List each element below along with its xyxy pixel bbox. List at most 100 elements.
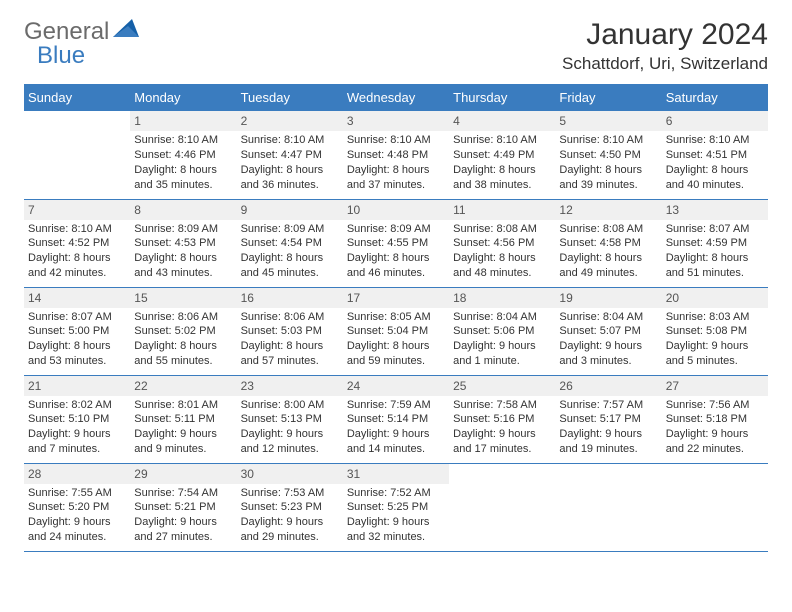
daylight-line: Daylight: 9 hours and 9 minutes. xyxy=(134,427,232,457)
daylight-line: Daylight: 8 hours and 37 minutes. xyxy=(347,163,445,193)
day-number: 16 xyxy=(237,288,343,308)
sunset-line: Sunset: 4:59 PM xyxy=(666,236,764,251)
daylight-line: Daylight: 9 hours and 5 minutes. xyxy=(666,339,764,369)
day-body: Sunrise: 8:06 AMSunset: 5:03 PMDaylight:… xyxy=(237,308,343,373)
sunset-line: Sunset: 4:55 PM xyxy=(347,236,445,251)
day-cell: 17Sunrise: 8:05 AMSunset: 5:04 PMDayligh… xyxy=(343,287,449,375)
day-body: Sunrise: 8:04 AMSunset: 5:06 PMDaylight:… xyxy=(449,308,555,373)
day-body: Sunrise: 7:59 AMSunset: 5:14 PMDaylight:… xyxy=(343,396,449,461)
weekday-header: Monday xyxy=(130,84,236,111)
day-body: Sunrise: 8:08 AMSunset: 4:56 PMDaylight:… xyxy=(449,220,555,285)
day-number: 30 xyxy=(237,464,343,484)
sunrise-line: Sunrise: 7:52 AM xyxy=(347,486,445,501)
day-body: Sunrise: 7:54 AMSunset: 5:21 PMDaylight:… xyxy=(130,484,236,549)
daylight-line: Daylight: 9 hours and 24 minutes. xyxy=(28,515,126,545)
day-cell: 11Sunrise: 8:08 AMSunset: 4:56 PMDayligh… xyxy=(449,199,555,287)
weekday-header: Saturday xyxy=(662,84,768,111)
daylight-line: Daylight: 9 hours and 19 minutes. xyxy=(559,427,657,457)
sunset-line: Sunset: 5:06 PM xyxy=(453,324,551,339)
day-number: 29 xyxy=(130,464,236,484)
sunrise-line: Sunrise: 8:10 AM xyxy=(666,133,764,148)
sunset-line: Sunset: 4:51 PM xyxy=(666,148,764,163)
day-cell: 20Sunrise: 8:03 AMSunset: 5:08 PMDayligh… xyxy=(662,287,768,375)
day-body: Sunrise: 8:10 AMSunset: 4:46 PMDaylight:… xyxy=(130,131,236,196)
sunrise-line: Sunrise: 8:10 AM xyxy=(134,133,232,148)
day-cell: 22Sunrise: 8:01 AMSunset: 5:11 PMDayligh… xyxy=(130,375,236,463)
weekday-header: Wednesday xyxy=(343,84,449,111)
daylight-line: Daylight: 8 hours and 40 minutes. xyxy=(666,163,764,193)
sunrise-line: Sunrise: 7:58 AM xyxy=(453,398,551,413)
sunrise-line: Sunrise: 7:56 AM xyxy=(666,398,764,413)
day-body: Sunrise: 7:53 AMSunset: 5:23 PMDaylight:… xyxy=(237,484,343,549)
calendar-week-row: .1Sunrise: 8:10 AMSunset: 4:46 PMDayligh… xyxy=(24,111,768,199)
sunrise-line: Sunrise: 8:06 AM xyxy=(241,310,339,325)
day-body: Sunrise: 8:10 AMSunset: 4:52 PMDaylight:… xyxy=(24,220,130,285)
day-number: 1 xyxy=(130,111,236,131)
day-cell: 16Sunrise: 8:06 AMSunset: 5:03 PMDayligh… xyxy=(237,287,343,375)
calendar-week-row: 28Sunrise: 7:55 AMSunset: 5:20 PMDayligh… xyxy=(24,463,768,551)
day-number: 15 xyxy=(130,288,236,308)
sunset-line: Sunset: 5:00 PM xyxy=(28,324,126,339)
daylight-line: Daylight: 9 hours and 14 minutes. xyxy=(347,427,445,457)
sunrise-line: Sunrise: 8:09 AM xyxy=(241,222,339,237)
daylight-line: Daylight: 9 hours and 29 minutes. xyxy=(241,515,339,545)
calendar-table: SundayMondayTuesdayWednesdayThursdayFrid… xyxy=(24,84,768,552)
daylight-line: Daylight: 9 hours and 3 minutes. xyxy=(559,339,657,369)
day-number: 27 xyxy=(662,376,768,396)
daylight-line: Daylight: 8 hours and 53 minutes. xyxy=(28,339,126,369)
sunset-line: Sunset: 4:54 PM xyxy=(241,236,339,251)
empty-cell: . xyxy=(662,463,768,551)
day-body: Sunrise: 7:57 AMSunset: 5:17 PMDaylight:… xyxy=(555,396,661,461)
day-body: Sunrise: 7:56 AMSunset: 5:18 PMDaylight:… xyxy=(662,396,768,461)
day-number: 22 xyxy=(130,376,236,396)
day-number: 21 xyxy=(24,376,130,396)
day-body: Sunrise: 8:00 AMSunset: 5:13 PMDaylight:… xyxy=(237,396,343,461)
calendar-body: .1Sunrise: 8:10 AMSunset: 4:46 PMDayligh… xyxy=(24,111,768,551)
sunset-line: Sunset: 5:02 PM xyxy=(134,324,232,339)
daylight-line: Daylight: 8 hours and 59 minutes. xyxy=(347,339,445,369)
day-cell: 19Sunrise: 8:04 AMSunset: 5:07 PMDayligh… xyxy=(555,287,661,375)
weekday-header: Sunday xyxy=(24,84,130,111)
daylight-line: Daylight: 8 hours and 51 minutes. xyxy=(666,251,764,281)
empty-cell: . xyxy=(555,463,661,551)
sunset-line: Sunset: 5:11 PM xyxy=(134,412,232,427)
daylight-line: Daylight: 8 hours and 49 minutes. xyxy=(559,251,657,281)
calendar-week-row: 21Sunrise: 8:02 AMSunset: 5:10 PMDayligh… xyxy=(24,375,768,463)
sunset-line: Sunset: 5:08 PM xyxy=(666,324,764,339)
sunset-line: Sunset: 5:21 PM xyxy=(134,500,232,515)
day-number: 7 xyxy=(24,200,130,220)
day-cell: 14Sunrise: 8:07 AMSunset: 5:00 PMDayligh… xyxy=(24,287,130,375)
daylight-line: Daylight: 8 hours and 35 minutes. xyxy=(134,163,232,193)
sunrise-line: Sunrise: 8:00 AM xyxy=(241,398,339,413)
empty-cell: . xyxy=(24,111,130,199)
day-cell: 12Sunrise: 8:08 AMSunset: 4:58 PMDayligh… xyxy=(555,199,661,287)
day-cell: 25Sunrise: 7:58 AMSunset: 5:16 PMDayligh… xyxy=(449,375,555,463)
day-body: Sunrise: 8:07 AMSunset: 4:59 PMDaylight:… xyxy=(662,220,768,285)
sunset-line: Sunset: 5:14 PM xyxy=(347,412,445,427)
sunrise-line: Sunrise: 7:54 AM xyxy=(134,486,232,501)
day-number: 25 xyxy=(449,376,555,396)
sunset-line: Sunset: 4:52 PM xyxy=(28,236,126,251)
sunset-line: Sunset: 4:49 PM xyxy=(453,148,551,163)
sunset-line: Sunset: 5:20 PM xyxy=(28,500,126,515)
day-number: 31 xyxy=(343,464,449,484)
day-number: 28 xyxy=(24,464,130,484)
day-cell: 23Sunrise: 8:00 AMSunset: 5:13 PMDayligh… xyxy=(237,375,343,463)
sunset-line: Sunset: 5:25 PM xyxy=(347,500,445,515)
day-number: 10 xyxy=(343,200,449,220)
logo-triangle-icon xyxy=(113,19,139,42)
sunrise-line: Sunrise: 8:08 AM xyxy=(559,222,657,237)
day-body: Sunrise: 8:10 AMSunset: 4:48 PMDaylight:… xyxy=(343,131,449,196)
title-block: January 2024 Schattdorf, Uri, Switzerlan… xyxy=(562,18,768,74)
day-body: Sunrise: 7:52 AMSunset: 5:25 PMDaylight:… xyxy=(343,484,449,549)
sunrise-line: Sunrise: 8:10 AM xyxy=(347,133,445,148)
sunrise-line: Sunrise: 8:10 AM xyxy=(28,222,126,237)
day-body: Sunrise: 8:09 AMSunset: 4:55 PMDaylight:… xyxy=(343,220,449,285)
day-cell: 27Sunrise: 7:56 AMSunset: 5:18 PMDayligh… xyxy=(662,375,768,463)
logo-text-blue-wrap: Blue xyxy=(37,42,85,70)
day-cell: 6Sunrise: 8:10 AMSunset: 4:51 PMDaylight… xyxy=(662,111,768,199)
day-number: 12 xyxy=(555,200,661,220)
daylight-line: Daylight: 8 hours and 43 minutes. xyxy=(134,251,232,281)
day-cell: 9Sunrise: 8:09 AMSunset: 4:54 PMDaylight… xyxy=(237,199,343,287)
daylight-line: Daylight: 9 hours and 27 minutes. xyxy=(134,515,232,545)
